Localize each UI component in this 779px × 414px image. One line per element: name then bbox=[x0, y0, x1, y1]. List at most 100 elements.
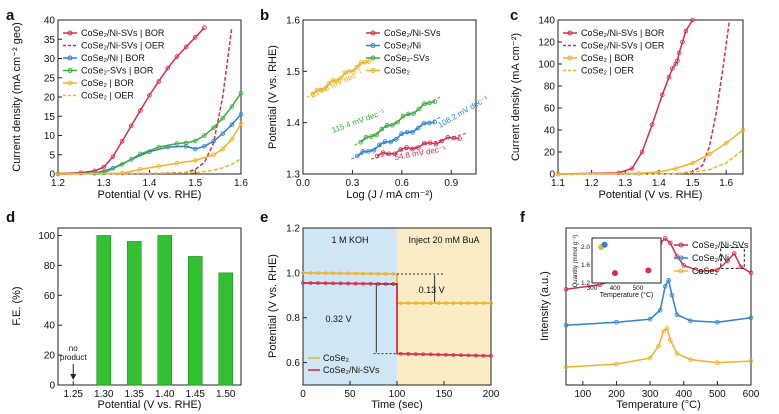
data-point bbox=[436, 301, 441, 305]
x-tick-label: 1.3 bbox=[97, 178, 111, 189]
data-point bbox=[400, 113, 406, 119]
legend-label: CoSe₂/Ni | BOR bbox=[81, 53, 145, 63]
y-axis-label: Current density (mA cm⁻²) bbox=[510, 33, 522, 161]
tpd-line bbox=[565, 326, 752, 368]
legend-marker bbox=[67, 68, 73, 73]
data-point bbox=[683, 28, 689, 34]
data-point bbox=[101, 164, 107, 170]
x-tick-label: 1.25 bbox=[64, 389, 84, 400]
data-point bbox=[363, 134, 369, 140]
region-bua bbox=[397, 228, 491, 385]
data-point bbox=[318, 87, 324, 93]
data-point bbox=[156, 164, 161, 169]
data-point bbox=[384, 123, 390, 128]
data-point bbox=[451, 135, 456, 141]
x-axis-label: Log (J / mA cm⁻²) bbox=[346, 189, 433, 201]
panel-letter: c bbox=[510, 7, 518, 24]
data-point bbox=[395, 119, 401, 125]
x-tick-label: 0.9 bbox=[444, 178, 458, 189]
no-product-label: no bbox=[69, 344, 78, 353]
y-tick-label: 35 bbox=[44, 35, 56, 46]
legend-label: CoSe₂/Ni-SVs | BOR bbox=[81, 28, 165, 38]
data-point bbox=[358, 139, 363, 145]
data-point bbox=[391, 272, 396, 276]
data-point bbox=[346, 271, 350, 276]
y-tick-label: 80 bbox=[544, 82, 556, 93]
x-tick-label: 1.5 bbox=[188, 178, 202, 189]
x-axis-label: Time (sec) bbox=[371, 399, 423, 411]
data-point bbox=[211, 152, 216, 158]
data-point bbox=[229, 104, 235, 109]
y-tick-label: 0 bbox=[49, 381, 55, 392]
data-point bbox=[657, 307, 663, 313]
legend-marker bbox=[370, 55, 376, 61]
highlight-box bbox=[720, 246, 745, 269]
data-point bbox=[748, 358, 754, 364]
data-point bbox=[489, 301, 493, 305]
legend-marker bbox=[678, 242, 684, 248]
data-point bbox=[366, 149, 371, 154]
data-point bbox=[308, 281, 313, 285]
data-point bbox=[238, 90, 244, 96]
data-point bbox=[138, 108, 143, 113]
data-point bbox=[404, 145, 409, 150]
data-point bbox=[388, 139, 393, 145]
data-point bbox=[342, 70, 348, 76]
y-tick-label: 60 bbox=[44, 291, 56, 302]
data-point bbox=[675, 58, 680, 63]
data-point bbox=[316, 281, 320, 285]
data-point bbox=[413, 352, 418, 356]
data-point bbox=[174, 54, 180, 59]
data-point bbox=[138, 151, 143, 157]
data-point bbox=[421, 301, 426, 305]
legend-label: CoSe₂/Ni bbox=[384, 41, 421, 51]
legend-marker bbox=[678, 268, 684, 274]
fe-bar bbox=[187, 256, 203, 386]
legend-marker bbox=[567, 30, 573, 36]
data-point bbox=[398, 147, 403, 152]
y-tick-label: 10 bbox=[44, 131, 56, 142]
y-tick-label: 20 bbox=[44, 351, 56, 362]
series-line bbox=[557, 149, 744, 175]
data-point bbox=[211, 138, 216, 144]
y-tick-label: 30 bbox=[44, 54, 56, 65]
inset-point bbox=[601, 241, 608, 248]
data-point bbox=[220, 146, 226, 152]
data-point bbox=[310, 92, 316, 97]
legend-label: CoSe₂ | OER bbox=[581, 66, 634, 76]
fe-bar bbox=[126, 241, 142, 386]
data-point bbox=[731, 251, 737, 256]
data-point bbox=[316, 271, 320, 275]
data-point bbox=[715, 267, 720, 273]
data-point bbox=[411, 111, 416, 117]
x-tick-label: 1.45 bbox=[186, 389, 206, 400]
region-koh bbox=[303, 228, 397, 385]
y-tick-label: 60 bbox=[544, 104, 556, 115]
legend-label: CoSe₂-SVs | BOR bbox=[81, 66, 154, 76]
x-tick-label: 200 bbox=[483, 389, 500, 400]
legend-label: CoSe₂ | BOR bbox=[581, 53, 634, 63]
data-point bbox=[192, 138, 198, 144]
data-point bbox=[399, 131, 404, 137]
x-tick-label: 500 bbox=[709, 389, 726, 400]
inset-point bbox=[612, 270, 618, 277]
data-point bbox=[489, 353, 493, 358]
data-point bbox=[666, 278, 671, 283]
data-point bbox=[432, 99, 438, 104]
data-point bbox=[421, 140, 427, 146]
data-point bbox=[674, 351, 680, 356]
y-tick-label: 1.3 bbox=[286, 170, 300, 181]
x-tick-label: 1.4 bbox=[652, 178, 666, 189]
delta-label: 0.32 V bbox=[326, 314, 352, 324]
x-axis-label: Potential (V vs. RHE) bbox=[98, 189, 202, 201]
data-point bbox=[432, 119, 438, 125]
data-point bbox=[481, 353, 486, 358]
data-point bbox=[662, 236, 668, 241]
data-point bbox=[404, 129, 410, 135]
inset-x-label: Temperature (°C) bbox=[600, 291, 654, 299]
data-point bbox=[301, 281, 305, 285]
inset-y-tick: 1.6 bbox=[581, 262, 590, 269]
x-tick-label: 1.2 bbox=[585, 178, 599, 189]
data-point bbox=[322, 86, 328, 92]
data-point bbox=[220, 131, 226, 136]
